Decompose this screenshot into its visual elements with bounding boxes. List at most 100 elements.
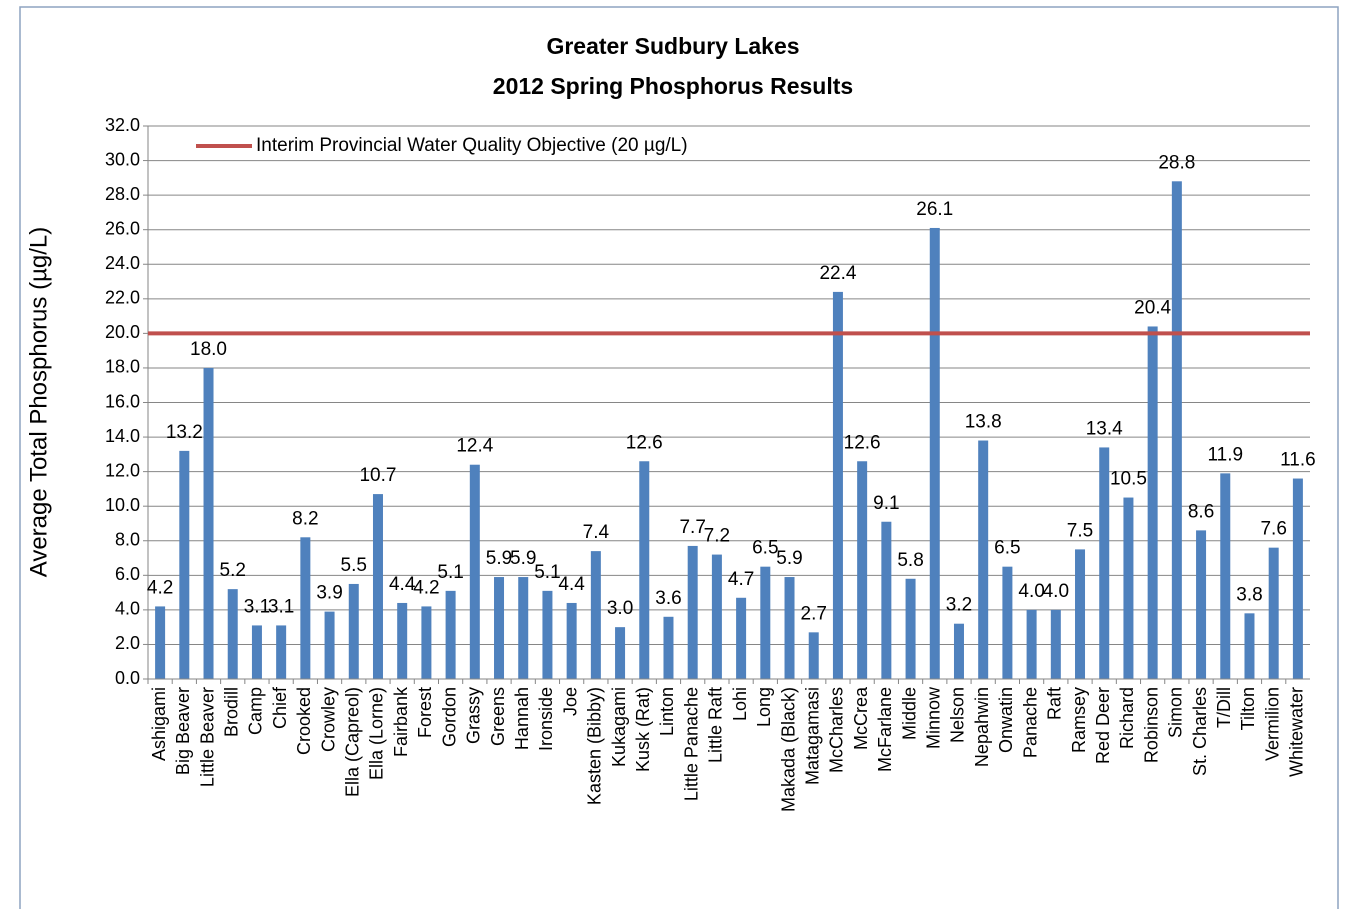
x-tick-label: Kusk (Rat)	[633, 687, 653, 772]
y-tick-label: 16.0	[105, 391, 140, 411]
bar	[179, 450, 190, 679]
x-tick-label: McFarlane	[875, 687, 895, 772]
value-label: 13.4	[1086, 418, 1123, 439]
value-label: 5.9	[776, 548, 802, 569]
y-tick-label: 24.0	[105, 253, 140, 273]
chart-frame	[19, 6, 1339, 909]
x-tick-label: Matagamasi	[802, 687, 822, 785]
bar	[711, 554, 722, 679]
x-tick-label: Little Panache	[681, 687, 701, 801]
value-label: 4.7	[728, 569, 754, 590]
y-tick-label: 22.0	[105, 288, 140, 308]
bar	[881, 521, 892, 679]
y-axis-title: Average Total Phosphorus (µg/L)	[25, 227, 52, 577]
y-tick-label: 0.0	[115, 668, 140, 688]
value-label: 8.6	[1188, 501, 1214, 522]
x-tick-label: Simon	[1166, 687, 1186, 738]
value-label: 5.8	[897, 550, 923, 571]
value-label: 12.4	[456, 436, 493, 457]
value-label: 6.5	[994, 538, 1020, 559]
bar	[397, 602, 408, 679]
bar	[372, 494, 383, 679]
value-label: 4.0	[1043, 581, 1069, 602]
y-tick-label: 28.0	[105, 184, 140, 204]
x-tick-label: Big Beaver	[173, 687, 193, 775]
bar	[1002, 566, 1013, 679]
bar	[978, 440, 989, 679]
y-tick-label: 26.0	[105, 218, 140, 238]
bar	[251, 625, 262, 679]
value-label: 6.5	[752, 538, 778, 559]
x-tick-label: Richard	[1117, 687, 1137, 749]
bar	[687, 545, 698, 679]
x-tick-label: Gordon	[439, 687, 459, 747]
value-label: 8.2	[292, 508, 318, 529]
x-tick-label: Ella (Lorne)	[367, 687, 387, 780]
value-label: 5.9	[510, 548, 536, 569]
x-tick-label: Little Raft	[706, 687, 726, 763]
value-label: 7.5	[1067, 520, 1093, 541]
bar	[324, 611, 335, 679]
bar	[1196, 530, 1207, 679]
x-tick-label: Lohi	[730, 687, 750, 721]
bar	[348, 583, 359, 679]
x-tick-label: Little Beaver	[197, 687, 217, 787]
bar	[155, 606, 166, 679]
value-label: 4.2	[413, 577, 439, 598]
chart-subtitle: 2012 Spring Phosphorus Results	[493, 73, 853, 99]
x-tick-label: Camp	[246, 687, 266, 735]
y-tick-label: 2.0	[115, 633, 140, 653]
value-label: 12.6	[626, 432, 663, 453]
value-label: 12.6	[844, 432, 881, 453]
value-label: 7.7	[679, 517, 705, 538]
x-tick-label: Chief	[270, 686, 290, 729]
bar	[832, 291, 843, 679]
value-label: 28.8	[1158, 152, 1195, 173]
x-tick-label: Tilton	[1238, 687, 1258, 730]
x-tick-label: Makada (Black)	[778, 687, 798, 812]
value-label: 3.9	[316, 583, 342, 604]
bar	[1268, 547, 1279, 679]
x-tick-label: Hannah	[512, 687, 532, 750]
value-label: 7.4	[583, 522, 610, 543]
bar	[1050, 609, 1061, 679]
bar	[784, 577, 795, 679]
y-tick-label: 4.0	[115, 599, 140, 619]
bar	[203, 367, 214, 679]
value-label: 3.1	[268, 596, 294, 617]
y-tick-label: 14.0	[105, 426, 140, 446]
x-tick-label: Forest	[415, 687, 435, 738]
bar	[494, 577, 505, 679]
bar	[929, 227, 940, 679]
value-label: 11.6	[1280, 450, 1316, 471]
value-label: 9.1	[873, 493, 899, 514]
x-tick-label: Ironside	[536, 687, 556, 751]
x-tick-label: Red Deer	[1093, 687, 1113, 764]
x-tick-label: Joe	[560, 687, 580, 716]
x-tick-label: Onwatin	[996, 687, 1016, 753]
value-label: 5.1	[437, 562, 463, 583]
bar	[857, 461, 868, 679]
bar	[1292, 478, 1303, 679]
value-label: 20.4	[1134, 297, 1171, 318]
value-label: 4.2	[147, 577, 173, 598]
y-tick-label: 20.0	[105, 322, 140, 342]
value-label: 5.5	[341, 555, 367, 576]
bar	[421, 606, 432, 679]
legend-label: Interim Provincial Water Quality Objecti…	[256, 135, 688, 156]
bar	[1147, 326, 1158, 679]
bar	[760, 566, 771, 679]
bar	[1026, 609, 1037, 679]
bar	[590, 551, 601, 679]
value-label: 4.4	[389, 574, 416, 595]
bar	[1171, 181, 1182, 680]
x-tick-label: Minnow	[924, 686, 944, 749]
value-label: 3.6	[655, 588, 681, 609]
y-tick-label: 10.0	[105, 495, 140, 515]
value-label: 3.1	[244, 596, 270, 617]
x-tick-label: Crooked	[294, 687, 314, 755]
value-label: 5.2	[220, 560, 246, 581]
value-label: 7.2	[704, 526, 730, 547]
